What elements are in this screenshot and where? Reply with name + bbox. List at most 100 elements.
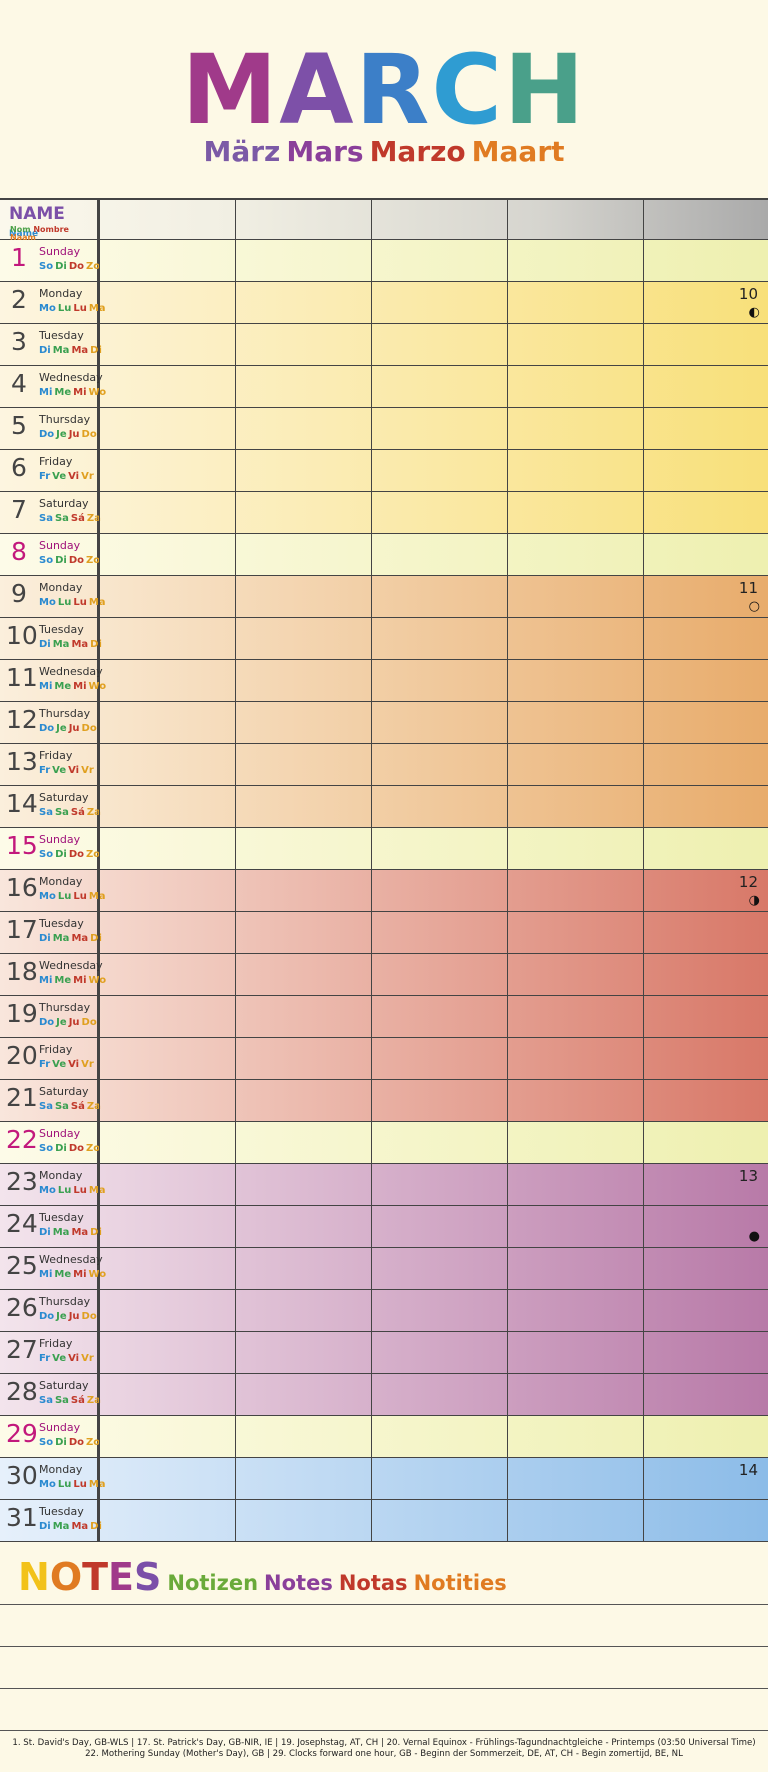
- entry-cell[interactable]: [235, 660, 371, 701]
- entry-cell[interactable]: [99, 870, 235, 911]
- entry-cell[interactable]: [643, 912, 768, 953]
- entry-cell[interactable]: [371, 1374, 507, 1415]
- entry-cell[interactable]: [371, 492, 507, 533]
- note-line[interactable]: [0, 1730, 768, 1731]
- entry-cell[interactable]: [371, 1290, 507, 1331]
- entry-cell[interactable]: [99, 200, 235, 239]
- note-line[interactable]: [0, 1604, 768, 1605]
- entry-cell[interactable]: [643, 576, 768, 617]
- entry-cell[interactable]: [99, 1038, 235, 1079]
- entry-cell[interactable]: [99, 954, 235, 995]
- entry-cell[interactable]: [235, 786, 371, 827]
- entry-cell[interactable]: [99, 450, 235, 491]
- entry-cell[interactable]: [371, 450, 507, 491]
- entry-cell[interactable]: [371, 324, 507, 365]
- entry-cell[interactable]: [99, 1206, 235, 1247]
- entry-cell[interactable]: [235, 744, 371, 785]
- entry-cell[interactable]: [371, 408, 507, 449]
- entry-cell[interactable]: [643, 744, 768, 785]
- entry-cell[interactable]: [99, 618, 235, 659]
- entry-cell[interactable]: [643, 1248, 768, 1289]
- entry-cell[interactable]: [235, 1416, 371, 1457]
- entry-cell[interactable]: [235, 1374, 371, 1415]
- entry-cell[interactable]: [99, 912, 235, 953]
- entry-cell[interactable]: [507, 1206, 643, 1247]
- entry-cell[interactable]: [99, 1290, 235, 1331]
- entry-cell[interactable]: [99, 492, 235, 533]
- entry-cell[interactable]: [235, 324, 371, 365]
- note-line[interactable]: [0, 1646, 768, 1647]
- entry-cell[interactable]: [643, 1332, 768, 1373]
- entry-cell[interactable]: [371, 1416, 507, 1457]
- entry-cell[interactable]: [507, 786, 643, 827]
- entry-cell[interactable]: [235, 492, 371, 533]
- entry-cell[interactable]: [99, 1374, 235, 1415]
- entry-cell[interactable]: [235, 200, 371, 239]
- entry-cell[interactable]: [99, 576, 235, 617]
- entry-cell[interactable]: [507, 996, 643, 1037]
- entry-cell[interactable]: [235, 366, 371, 407]
- entry-cell[interactable]: [235, 1122, 371, 1163]
- entry-cell[interactable]: [507, 828, 643, 869]
- entry-cell[interactable]: [507, 1122, 643, 1163]
- entry-cell[interactable]: [643, 1416, 768, 1457]
- entry-cell[interactable]: [507, 1164, 643, 1205]
- entry-cell[interactable]: [643, 870, 768, 911]
- entry-cell[interactable]: [99, 282, 235, 323]
- entry-cell[interactable]: [643, 702, 768, 743]
- entry-cell[interactable]: [507, 1500, 643, 1541]
- entry-cell[interactable]: [371, 366, 507, 407]
- entry-cell[interactable]: [371, 1248, 507, 1289]
- entry-cell[interactable]: [507, 492, 643, 533]
- entry-cell[interactable]: [507, 744, 643, 785]
- entry-cell[interactable]: [99, 744, 235, 785]
- entry-cell[interactable]: [235, 450, 371, 491]
- entry-cell[interactable]: [235, 1080, 371, 1121]
- entry-cell[interactable]: [643, 1080, 768, 1121]
- entry-cell[interactable]: [235, 1290, 371, 1331]
- entry-cell[interactable]: [643, 1164, 768, 1205]
- entry-cell[interactable]: [371, 702, 507, 743]
- entry-cell[interactable]: [371, 954, 507, 995]
- entry-cell[interactable]: [235, 576, 371, 617]
- entry-cell[interactable]: [371, 996, 507, 1037]
- entry-cell[interactable]: [99, 1500, 235, 1541]
- entry-cell[interactable]: [507, 324, 643, 365]
- entry-cell[interactable]: [99, 702, 235, 743]
- entry-cell[interactable]: [643, 408, 768, 449]
- entry-cell[interactable]: [643, 1374, 768, 1415]
- entry-cell[interactable]: [507, 240, 643, 281]
- entry-cell[interactable]: [507, 1080, 643, 1121]
- entry-cell[interactable]: [235, 1164, 371, 1205]
- entry-cell[interactable]: [235, 240, 371, 281]
- entry-cell[interactable]: [235, 618, 371, 659]
- entry-cell[interactable]: [99, 660, 235, 701]
- entry-cell[interactable]: [507, 450, 643, 491]
- entry-cell[interactable]: [371, 1038, 507, 1079]
- entry-cell[interactable]: [371, 200, 507, 239]
- entry-cell[interactable]: [507, 702, 643, 743]
- entry-cell[interactable]: [235, 282, 371, 323]
- entry-cell[interactable]: [235, 702, 371, 743]
- entry-cell[interactable]: [371, 1206, 507, 1247]
- entry-cell[interactable]: [99, 534, 235, 575]
- entry-cell[interactable]: [371, 1164, 507, 1205]
- entry-cell[interactable]: [235, 1248, 371, 1289]
- entry-cell[interactable]: [235, 1332, 371, 1373]
- entry-cell[interactable]: [507, 954, 643, 995]
- entry-cell[interactable]: [507, 870, 643, 911]
- entry-cell[interactable]: [99, 1332, 235, 1373]
- entry-cell[interactable]: [643, 996, 768, 1037]
- entry-cell[interactable]: [643, 786, 768, 827]
- entry-cell[interactable]: [643, 450, 768, 491]
- entry-cell[interactable]: [371, 618, 507, 659]
- entry-cell[interactable]: [235, 912, 371, 953]
- entry-cell[interactable]: [371, 576, 507, 617]
- entry-cell[interactable]: [643, 200, 768, 239]
- entry-cell[interactable]: [371, 1080, 507, 1121]
- entry-cell[interactable]: [99, 1416, 235, 1457]
- entry-cell[interactable]: [507, 534, 643, 575]
- entry-cell[interactable]: [371, 786, 507, 827]
- entry-cell[interactable]: [507, 1290, 643, 1331]
- entry-cell[interactable]: [235, 1500, 371, 1541]
